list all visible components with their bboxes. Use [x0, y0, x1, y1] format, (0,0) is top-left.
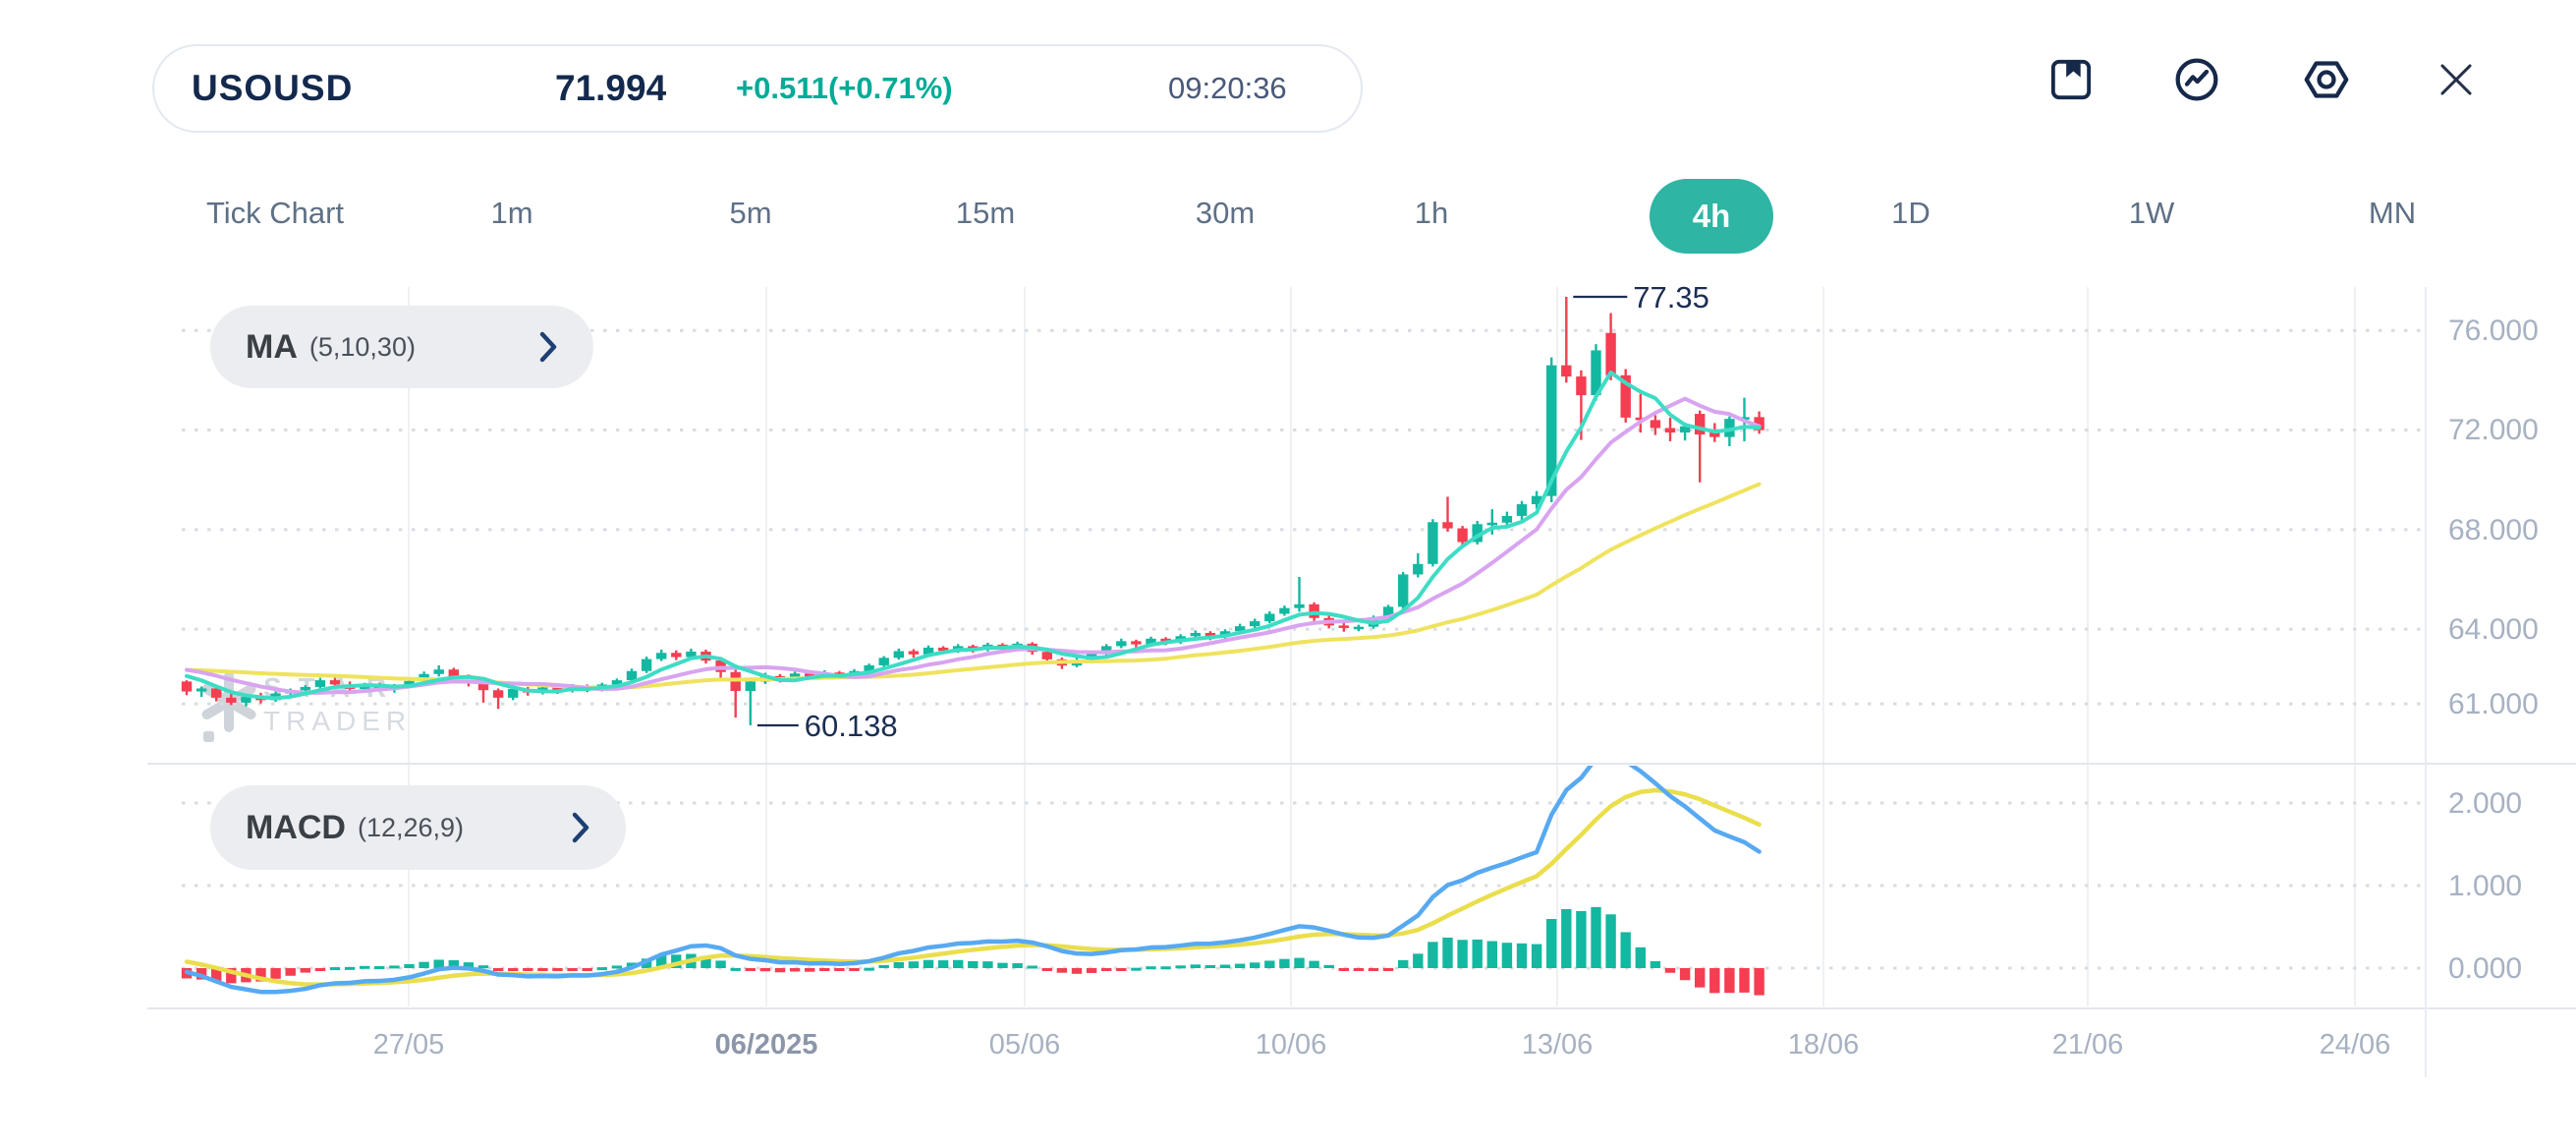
price-axis-tick: 76.000: [2448, 315, 2539, 347]
ma-indicator-badge[interactable]: MA (5,10,30): [210, 306, 593, 388]
tab-1h[interactable]: 1h: [1414, 196, 1449, 230]
price-axis-tick: 64.000: [2448, 613, 2539, 646]
x-axis-label: 27/05: [372, 1029, 445, 1061]
ma-params: (5,10,30): [308, 331, 416, 362]
ma-label: MA: [246, 327, 298, 366]
x-axis-label: 05/06: [988, 1029, 1061, 1061]
watermark-line2: TRADER: [263, 706, 413, 736]
x-axis-label: 21/06: [2051, 1029, 2124, 1061]
macd-axis-tick: 2.000: [2448, 787, 2523, 820]
chevron-right-icon: [571, 811, 590, 844]
x-axis-label: 10/06: [1255, 1029, 1327, 1061]
price-axis-tick: 72.000: [2448, 414, 2539, 446]
macd-axis-tick: 1.000: [2448, 870, 2523, 902]
macd-params: (12,26,9): [357, 812, 465, 842]
price-axis-tick: 61.000: [2448, 688, 2539, 720]
tab-30m[interactable]: 30m: [1195, 196, 1256, 230]
indicator-circle-icon: [2173, 56, 2220, 103]
tab-1w[interactable]: 1W: [2128, 196, 2175, 230]
macd-indicator-badge[interactable]: MACD (12,26,9): [210, 785, 626, 870]
settings-button[interactable]: [2301, 54, 2352, 105]
x-axis-label: 06/2025: [714, 1029, 818, 1061]
macd-axis-tick: 0.000: [2448, 952, 2523, 985]
x-axis-label: 24/06: [2319, 1029, 2391, 1061]
tab-tick-chart[interactable]: Tick Chart: [205, 196, 345, 230]
tab-4h-selected[interactable]: 4h: [1650, 179, 1773, 254]
chart-toolbar: [2034, 54, 2505, 113]
settings-hexagon-icon: [2303, 56, 2350, 103]
tab-15m[interactable]: 15m: [955, 196, 1016, 230]
price-axis-tick: 68.000: [2448, 514, 2539, 546]
svg-text:77.35: 77.35: [1633, 280, 1709, 315]
chevron-right-icon: [538, 330, 558, 364]
bookmark-icon: [2049, 57, 2093, 102]
x-axis-label: 18/06: [1787, 1029, 1860, 1061]
x-axis-label: 13/06: [1521, 1029, 1594, 1061]
tab-1m[interactable]: 1m: [490, 196, 533, 230]
close-icon: [2434, 57, 2479, 102]
macd-label: MACD: [246, 808, 346, 846]
symbol-name: USOUSD: [192, 68, 354, 108]
indicators-button[interactable]: [2171, 54, 2222, 105]
tab-1d[interactable]: 1D: [1891, 196, 1931, 230]
price-change: +0.511(+0.71%): [736, 71, 953, 105]
last-price: 71.994: [555, 68, 667, 108]
tab-5m[interactable]: 5m: [729, 196, 772, 230]
bookmark-button[interactable]: [2045, 54, 2097, 105]
svg-text:60.138: 60.138: [805, 709, 898, 743]
close-button[interactable]: [2431, 54, 2482, 105]
quote-header: USOUSD 71.994 +0.511(+0.71%) 09:20:36: [152, 44, 1363, 133]
tab-mn[interactable]: MN: [2368, 196, 2417, 230]
server-time: 09:20:36: [1168, 71, 1287, 105]
